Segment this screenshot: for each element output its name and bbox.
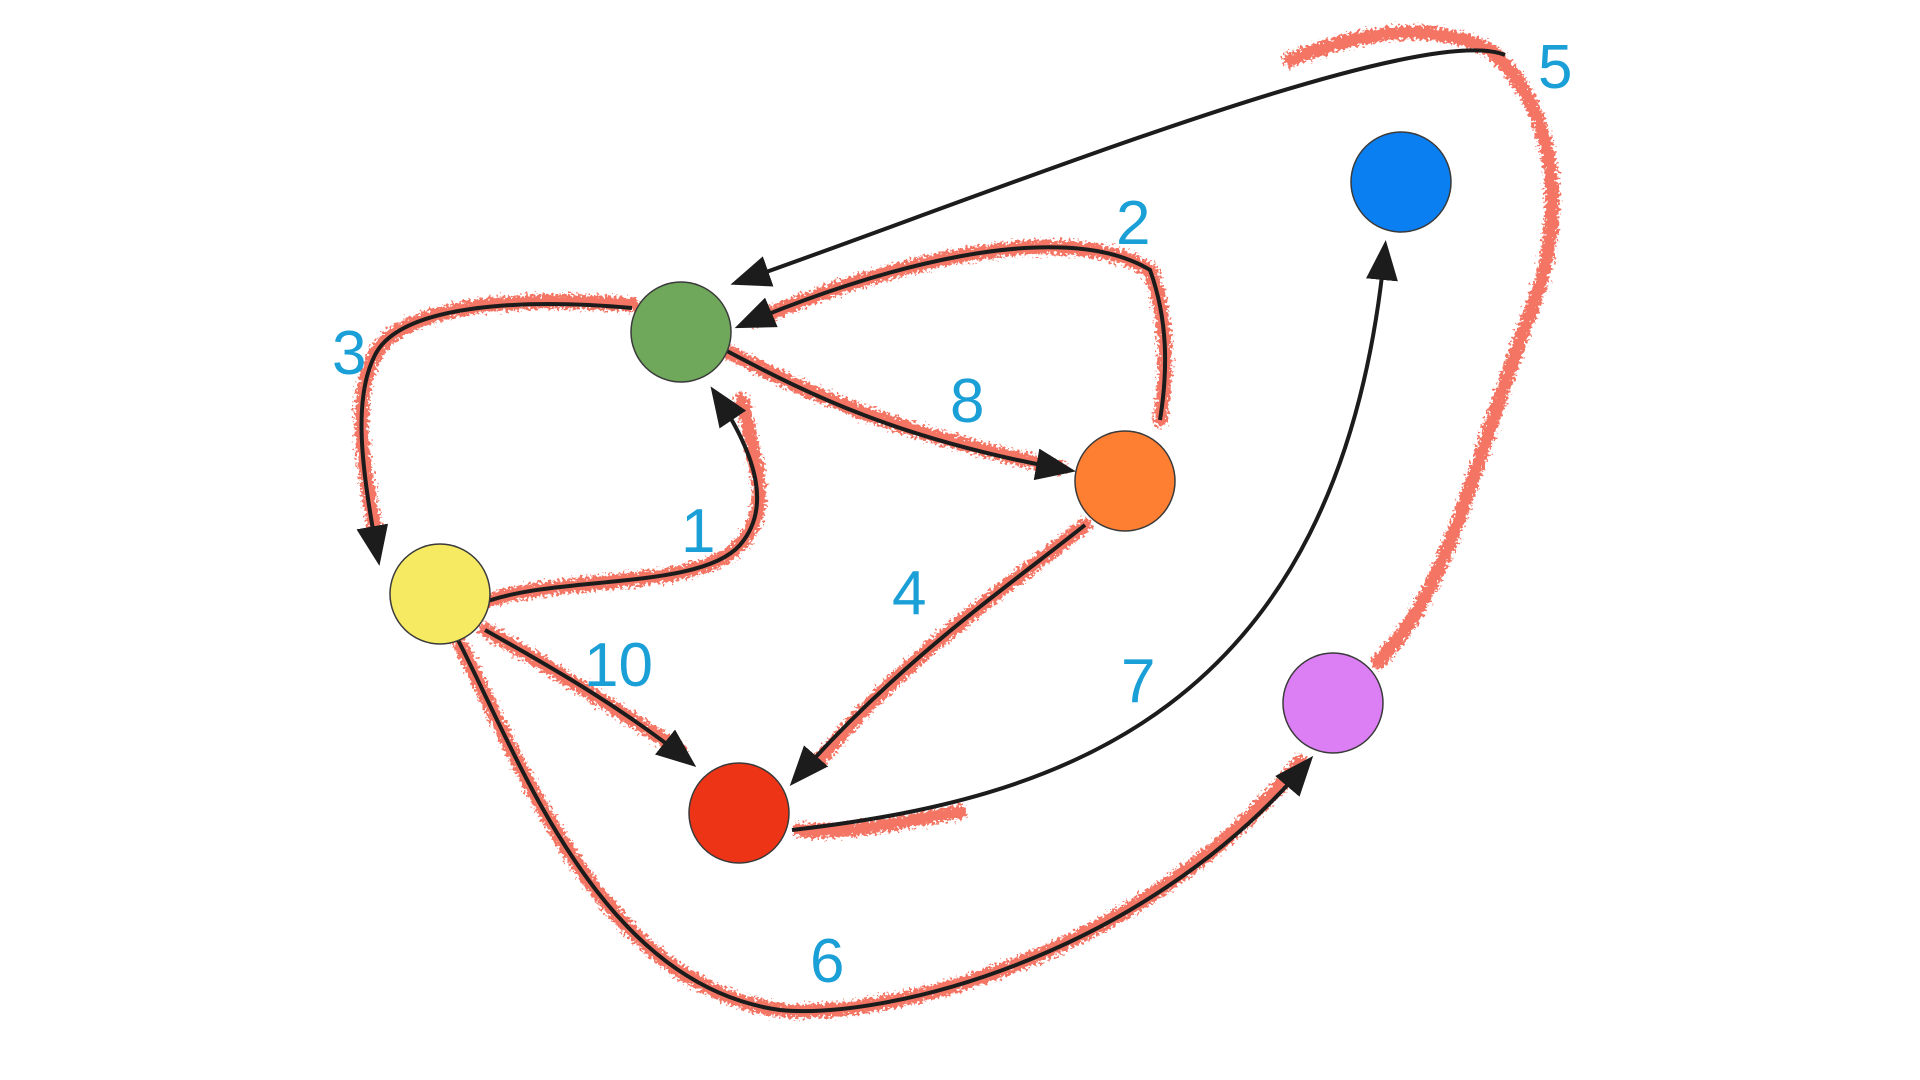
edge-5 [730,48,1506,287]
edge-label-2: 2 [1116,189,1150,258]
edge-1 [484,386,760,604]
node-yellow[interactable] [389,543,491,645]
edge-2 [734,245,1168,421]
edge-3 [356,302,633,566]
edge-label-4: 4 [892,559,926,628]
edge-label-5: 5 [1538,33,1572,102]
trail-edge-7-partial [793,805,967,838]
trail-edge-5 [1283,25,1560,669]
node-violet[interactable] [1282,652,1384,754]
node-red[interactable] [688,762,790,864]
edge-label-8: 8 [950,367,984,436]
edge-10 [484,628,697,767]
edge-label-3: 3 [332,319,366,388]
edges [356,48,1506,1014]
edge-label-10: 10 [584,631,653,700]
trail-edge-4 [813,518,1092,767]
node-green[interactable] [630,281,732,383]
edge-labels: 5 2 3 8 1 4 10 7 6 [332,33,1572,996]
node-orange[interactable] [1074,430,1176,532]
trail-edge-3 [354,294,639,537]
edge-7 [791,240,1398,832]
trail-edge-8 [718,343,1067,475]
edge-label-7: 7 [1121,647,1155,716]
edge-4 [789,523,1087,787]
node-blue[interactable] [1350,131,1452,233]
edge-label-1: 1 [681,497,715,566]
nodes [389,131,1452,864]
edge-6 [456,639,1314,1014]
trail-edge-1 [478,393,767,609]
edge-8 [724,348,1076,481]
edge-label-6: 6 [810,927,844,996]
